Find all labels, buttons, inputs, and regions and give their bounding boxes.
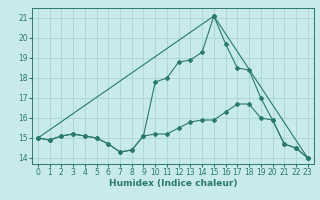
X-axis label: Humidex (Indice chaleur): Humidex (Indice chaleur) [108,179,237,188]
